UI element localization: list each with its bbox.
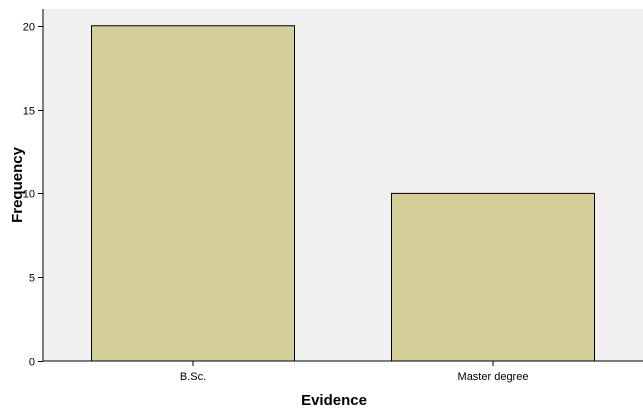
y-tick-label: 10 [23,189,35,201]
bars [91,25,595,362]
y-tick-label: 5 [29,273,35,285]
y-axis-title: Frequency [9,146,26,223]
y-axis-ticks: 0 5 10 15 20 [23,22,43,369]
x-axis-ticks: B.Sc. Master degree [180,361,529,383]
x-tick-label: Master degree [458,371,529,383]
y-tick-label: 15 [23,106,35,118]
x-axis-title: Evidence [301,392,367,409]
bar-b-sc [91,25,295,362]
bar-master-degree [391,192,595,362]
x-tick-label: B.Sc. [180,371,206,383]
y-tick-label: 20 [23,22,35,34]
y-tick-label: 0 [29,357,35,369]
